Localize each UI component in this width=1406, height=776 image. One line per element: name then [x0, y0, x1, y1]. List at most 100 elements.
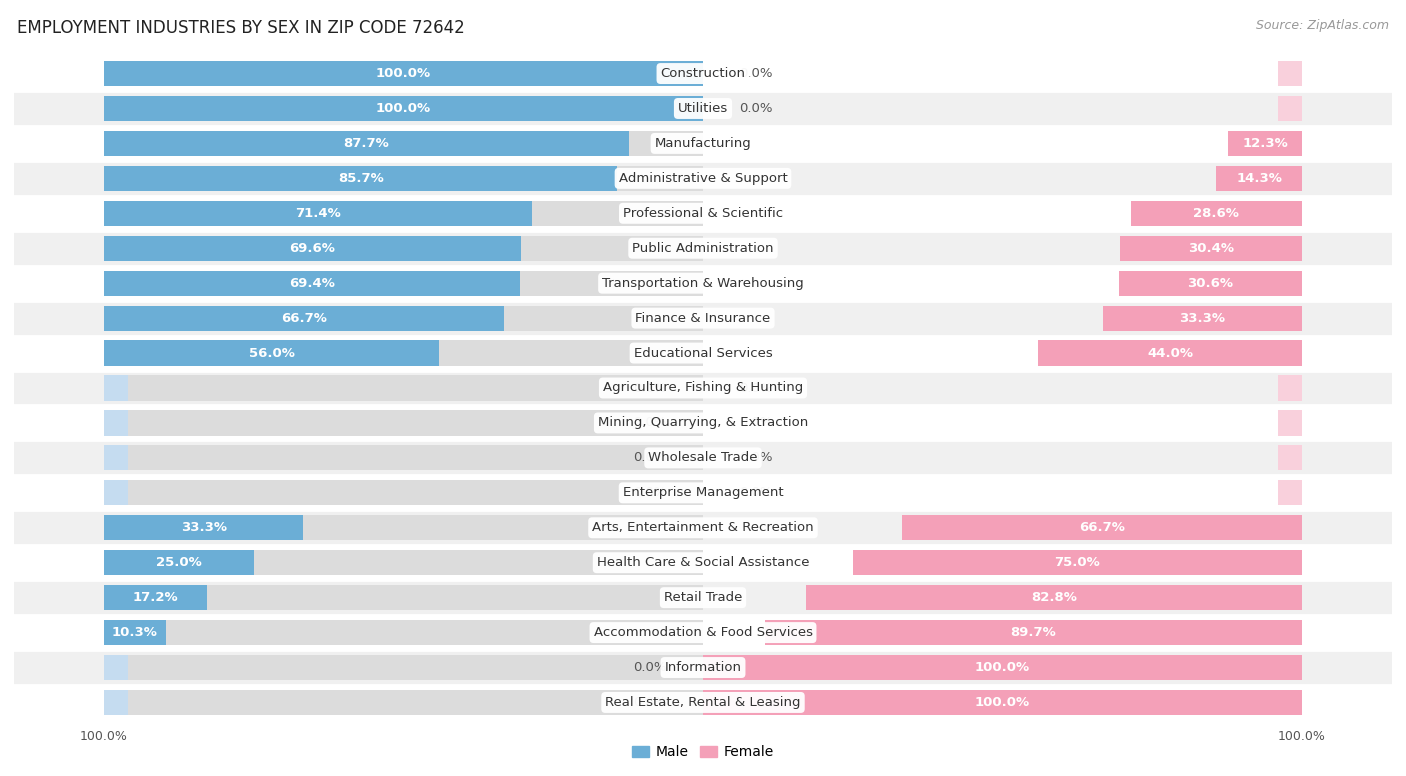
Bar [104, 376, 703, 400]
Text: Accommodation & Food Services: Accommodation & Food Services [593, 626, 813, 639]
Bar [104, 131, 630, 156]
Bar [104, 690, 128, 715]
Bar [104, 515, 304, 540]
Bar [104, 585, 703, 610]
Text: Source: ZipAtlas.com: Source: ZipAtlas.com [1256, 19, 1389, 33]
Text: Professional & Scientific: Professional & Scientific [623, 206, 783, 220]
Bar [104, 445, 128, 470]
Bar [1039, 341, 1302, 365]
Bar [765, 620, 1302, 645]
Bar [104, 620, 703, 645]
Bar [104, 236, 520, 261]
Text: Educational Services: Educational Services [634, 347, 772, 359]
Bar [104, 61, 703, 86]
Text: 66.7%: 66.7% [1080, 521, 1125, 534]
Bar [14, 650, 1392, 685]
Bar [14, 265, 1392, 300]
Bar [14, 476, 1392, 511]
Text: 85.7%: 85.7% [337, 171, 384, 185]
Bar [104, 306, 503, 331]
Text: 100.0%: 100.0% [974, 661, 1031, 674]
Text: 0.0%: 0.0% [740, 417, 772, 429]
Bar [14, 441, 1392, 476]
Bar [14, 300, 1392, 335]
Bar [104, 690, 703, 715]
Bar [703, 690, 1302, 715]
Bar [1278, 61, 1302, 86]
Bar [1130, 201, 1302, 226]
Text: 33.3%: 33.3% [180, 521, 226, 534]
Bar [14, 511, 1392, 546]
Bar [14, 161, 1392, 196]
Bar [14, 230, 1392, 265]
Bar [1278, 96, 1302, 121]
Text: 82.8%: 82.8% [1031, 591, 1077, 605]
Text: 56.0%: 56.0% [249, 347, 295, 359]
Text: 100.0%: 100.0% [974, 696, 1031, 709]
Text: Wholesale Trade: Wholesale Trade [648, 452, 758, 464]
Bar [104, 96, 703, 121]
Text: Transportation & Warehousing: Transportation & Warehousing [602, 277, 804, 289]
Text: Finance & Insurance: Finance & Insurance [636, 312, 770, 324]
Bar [14, 56, 1392, 91]
Text: 71.4%: 71.4% [295, 206, 340, 220]
Text: 30.4%: 30.4% [1188, 242, 1234, 255]
Bar [104, 411, 703, 435]
Text: 100.0%: 100.0% [375, 102, 432, 115]
Bar [14, 615, 1392, 650]
Bar [14, 406, 1392, 441]
Bar [1229, 131, 1302, 156]
Bar [104, 445, 703, 470]
Bar [104, 236, 703, 261]
Bar [104, 550, 703, 575]
Bar [104, 341, 703, 365]
Text: 14.3%: 14.3% [1236, 171, 1282, 185]
Bar [104, 306, 703, 331]
Text: 0.0%: 0.0% [740, 67, 772, 80]
Text: 0.0%: 0.0% [634, 696, 666, 709]
Text: 0.0%: 0.0% [740, 487, 772, 499]
Bar [1278, 411, 1302, 435]
Text: 25.0%: 25.0% [156, 556, 201, 570]
Text: 0.0%: 0.0% [740, 102, 772, 115]
Bar [1121, 236, 1302, 261]
Bar [903, 515, 1302, 540]
Text: Administrative & Support: Administrative & Support [619, 171, 787, 185]
Bar [104, 620, 166, 645]
Text: 0.0%: 0.0% [634, 382, 666, 394]
Bar [14, 580, 1392, 615]
Bar [806, 585, 1302, 610]
Text: 0.0%: 0.0% [740, 452, 772, 464]
Bar [1278, 445, 1302, 470]
Bar [1119, 271, 1302, 296]
Bar [104, 550, 253, 575]
Bar [1102, 306, 1302, 331]
Bar [104, 131, 703, 156]
Text: Arts, Entertainment & Recreation: Arts, Entertainment & Recreation [592, 521, 814, 534]
Text: Enterprise Management: Enterprise Management [623, 487, 783, 499]
Text: 10.3%: 10.3% [112, 626, 157, 639]
Bar [104, 376, 128, 400]
Text: 87.7%: 87.7% [343, 137, 389, 150]
Bar [104, 411, 128, 435]
Text: 0.0%: 0.0% [634, 487, 666, 499]
Text: 44.0%: 44.0% [1147, 347, 1194, 359]
Text: Information: Information [665, 661, 741, 674]
Bar [104, 166, 703, 191]
Bar [14, 335, 1392, 370]
Bar [104, 271, 520, 296]
Text: Retail Trade: Retail Trade [664, 591, 742, 605]
Text: 69.4%: 69.4% [288, 277, 335, 289]
Bar [1278, 480, 1302, 505]
Bar [104, 585, 207, 610]
Text: 33.3%: 33.3% [1180, 312, 1226, 324]
Legend: Male, Female: Male, Female [627, 740, 779, 765]
Bar [104, 515, 703, 540]
Text: 100.0%: 100.0% [375, 67, 432, 80]
Text: 75.0%: 75.0% [1054, 556, 1101, 570]
Text: 89.7%: 89.7% [1011, 626, 1056, 639]
Bar [104, 201, 703, 226]
Text: 66.7%: 66.7% [281, 312, 326, 324]
Bar [703, 655, 1302, 680]
Bar [104, 96, 703, 121]
